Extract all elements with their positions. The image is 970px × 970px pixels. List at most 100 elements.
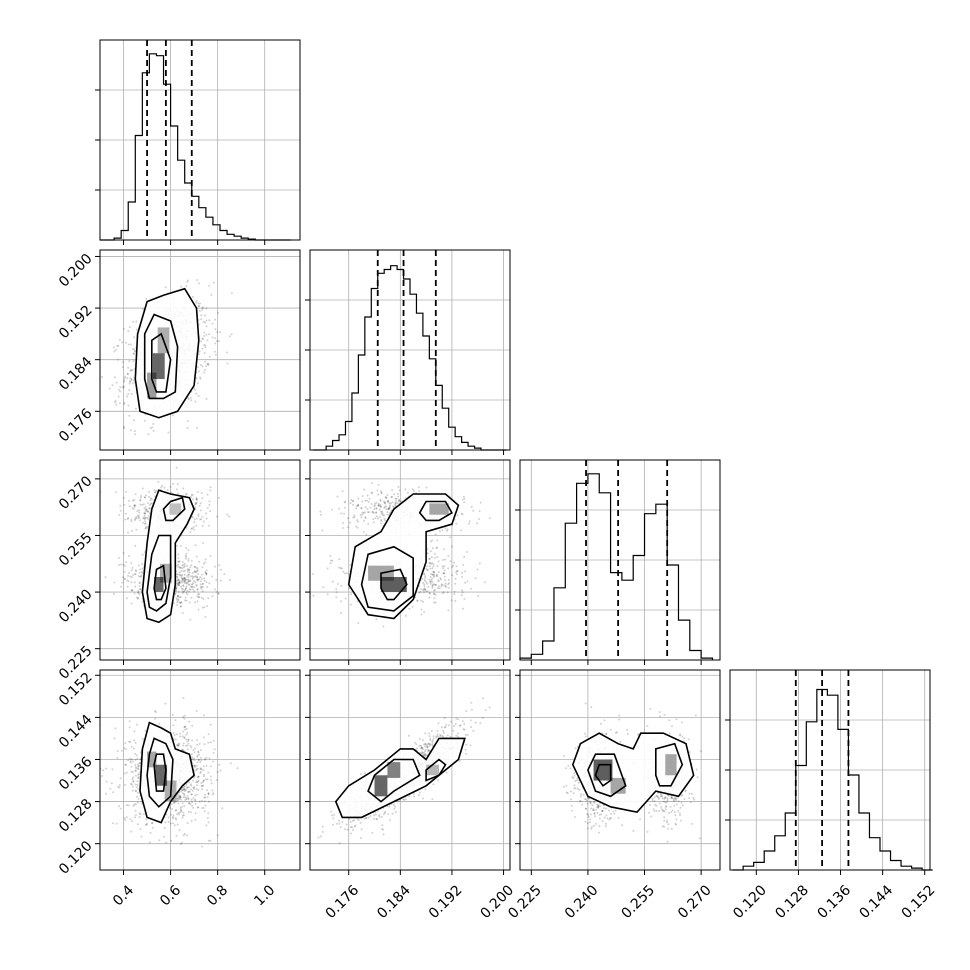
scatter-point <box>170 803 173 806</box>
scatter-point <box>196 600 199 603</box>
scatter-point <box>181 814 184 817</box>
scatter-point <box>381 510 384 513</box>
scatter-point <box>229 762 232 765</box>
scatter-point <box>178 566 181 569</box>
scatter-point <box>378 815 381 818</box>
scatter-point <box>196 595 199 598</box>
scatter-point <box>135 517 138 520</box>
scatter-point <box>196 366 199 369</box>
scatter-point <box>198 753 201 756</box>
scatter-point <box>123 503 126 506</box>
scatter-point <box>340 512 342 515</box>
scatter-point <box>172 800 175 802</box>
scatter-point <box>139 813 142 816</box>
scatter-point <box>431 547 434 550</box>
scatter-point <box>124 375 127 378</box>
scatter-point <box>214 328 217 331</box>
scatter-point <box>186 786 189 789</box>
scatter-point <box>373 508 376 511</box>
panel-frame <box>99 249 301 451</box>
histogram-step-line <box>519 473 714 660</box>
scatter-point <box>149 502 152 505</box>
scatter-point <box>185 738 188 741</box>
scatter-point <box>175 834 178 837</box>
scatter-panel-2-0 <box>99 459 301 661</box>
scatter-point <box>118 338 121 341</box>
scatter-point <box>436 539 439 542</box>
scatter-point <box>120 563 123 566</box>
scatter-point <box>135 328 138 331</box>
scatter-point <box>204 360 207 363</box>
scatter-point <box>202 779 205 782</box>
scatter-point <box>375 618 378 621</box>
scatter-point <box>139 519 141 522</box>
scatter-point <box>179 796 182 799</box>
scatter-point <box>202 807 205 809</box>
scatter-point <box>418 794 420 797</box>
contour-line <box>380 568 408 601</box>
contour-line <box>141 489 195 624</box>
scatter-point <box>199 767 202 770</box>
scatter-point <box>193 570 196 572</box>
scatter-point <box>456 569 459 572</box>
scatter-point <box>115 348 117 351</box>
scatter-point <box>200 573 203 576</box>
scatter-point <box>188 571 191 574</box>
histogram-step-line <box>100 53 291 241</box>
scatter-point <box>192 749 195 751</box>
scatter-point <box>201 788 204 791</box>
scatter-point <box>186 427 189 430</box>
scatter-point <box>383 507 386 509</box>
scatter-point <box>194 799 197 802</box>
scatter-point <box>197 578 200 581</box>
scatter-point <box>135 767 138 770</box>
scatter-point <box>206 339 209 342</box>
panel-frame <box>519 459 721 661</box>
scatter-point <box>193 565 196 568</box>
scatter-point <box>187 742 190 745</box>
scatter-point <box>216 515 218 518</box>
scatter-point <box>173 802 176 804</box>
scatter-point <box>190 494 193 496</box>
scatter-point <box>126 377 129 380</box>
scatter-point <box>181 816 184 819</box>
contour-line <box>139 721 195 824</box>
scatter-point <box>443 731 445 734</box>
scatter-point <box>201 586 204 588</box>
scatter-point <box>178 744 180 747</box>
scatter-point <box>135 803 137 806</box>
scatter-point <box>130 765 133 768</box>
scatter-point <box>133 348 136 351</box>
scatter-point <box>190 575 192 578</box>
scatter-point <box>132 771 134 773</box>
scatter-point <box>425 744 428 746</box>
scatter-point <box>134 573 136 575</box>
scatter-point <box>214 318 216 321</box>
scatter-point <box>201 515 204 518</box>
scatter-point <box>125 561 128 564</box>
density-cell <box>160 563 172 583</box>
scatter-point <box>428 578 431 581</box>
scatter-point <box>118 805 121 808</box>
scatter-point <box>364 516 367 519</box>
scatter-point <box>196 567 199 570</box>
scatter-point <box>144 496 146 499</box>
scatter-point <box>421 797 424 800</box>
scatter-point <box>434 593 437 596</box>
scatter-point <box>176 733 178 736</box>
scatter-point <box>204 804 207 807</box>
scatter-point <box>216 834 219 837</box>
scatter-point <box>442 572 445 575</box>
scatter-point <box>198 593 201 596</box>
scatter-point <box>388 502 391 505</box>
scatter-point <box>209 510 212 513</box>
scatter-point <box>455 571 457 574</box>
scatter-point <box>433 571 436 574</box>
scatter-point <box>127 393 130 395</box>
scatter-point <box>361 500 364 503</box>
scatter-point <box>113 581 116 584</box>
scatter-point <box>129 760 132 763</box>
scatter-point <box>205 307 208 310</box>
scatter-point <box>136 515 139 518</box>
scatter-point <box>161 484 164 487</box>
